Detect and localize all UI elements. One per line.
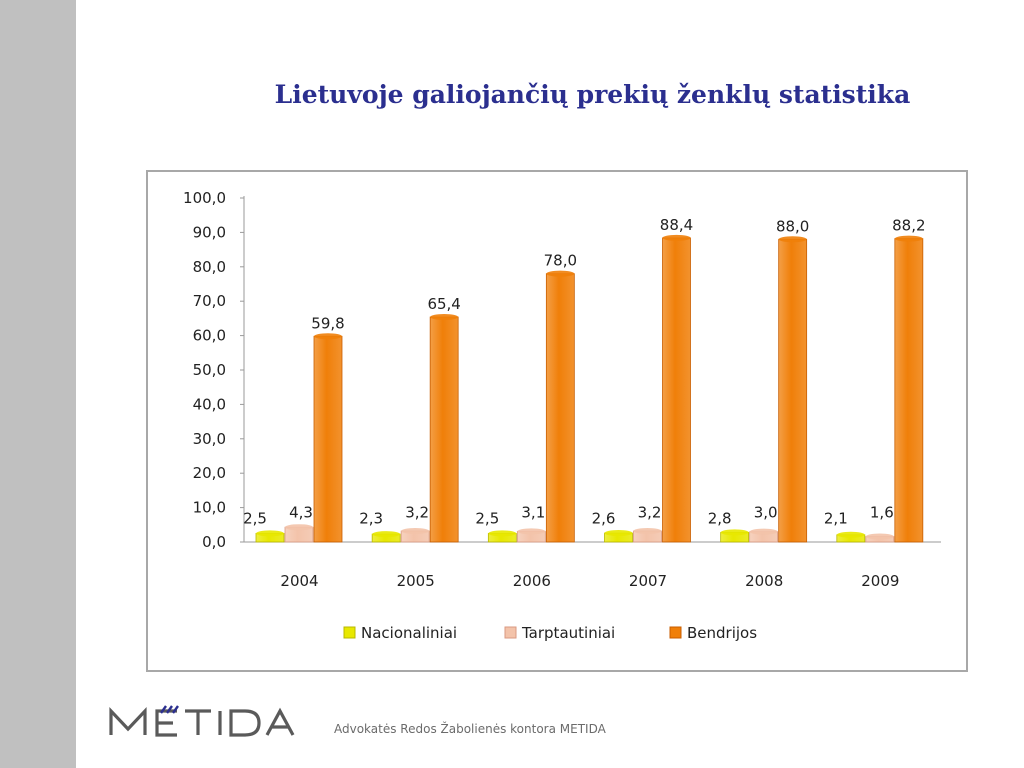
data-label: 1,6	[870, 504, 894, 522]
data-label: 88,0	[776, 217, 809, 235]
bar-cap	[517, 528, 546, 535]
metida-logo	[109, 705, 295, 737]
data-label: 88,4	[660, 216, 693, 234]
legend-swatch	[669, 626, 682, 639]
data-label: 2,5	[475, 509, 499, 527]
legend-label: Bendrijos	[687, 624, 757, 642]
category-label: 2008	[745, 572, 783, 590]
data-label: 2,6	[592, 509, 616, 527]
category-label: 2005	[397, 572, 435, 590]
bar-cap	[633, 527, 662, 534]
bar-cap	[720, 529, 749, 536]
bar-cap	[314, 333, 342, 340]
bar-cap	[488, 530, 517, 537]
bar-cap	[749, 528, 778, 535]
legend-label: Nacionaliniai	[361, 624, 457, 642]
y-tick-label: 0,0	[202, 533, 226, 551]
chart-frame: 0,0 10,0 20,0 30,0 40,0 50,0 60,0 70,0 80,0 90,0 1…	[146, 170, 968, 672]
bar-cap	[372, 531, 401, 538]
bar	[313, 335, 343, 543]
y-tick-label: 60,0	[193, 327, 226, 345]
data-label: 78,0	[544, 252, 577, 270]
bar-cap	[604, 530, 633, 537]
slide-title: Lietuvoje galiojančių prekių ženklų stat…	[274, 80, 911, 109]
data-label: 3,1	[521, 504, 545, 522]
bar-cap	[546, 270, 575, 277]
y-tick-label: 30,0	[193, 430, 226, 448]
bar-cap	[836, 531, 865, 538]
category-label: 2006	[513, 572, 551, 590]
category-label: 2009	[861, 572, 899, 590]
legend-swatch	[504, 626, 517, 639]
bar-cap	[894, 235, 923, 242]
data-label: 88,2	[892, 217, 925, 235]
legend-label: Tarptautiniai	[521, 624, 615, 642]
legend-swatch	[343, 626, 356, 639]
y-tick-label: 100,0	[183, 189, 226, 207]
data-label: 2,1	[824, 509, 848, 527]
bar-cap	[285, 524, 313, 531]
data-label: 2,5	[243, 509, 267, 527]
y-tick-label: 50,0	[193, 361, 226, 379]
bar-cap	[662, 234, 691, 241]
y-tick-label: 70,0	[193, 292, 226, 310]
bar-cap	[865, 533, 894, 540]
footer-text: Advokatės Redos Žabolienės kontora METID…	[334, 722, 606, 736]
category-label: 2004	[280, 572, 318, 590]
data-label: 3,2	[405, 504, 429, 522]
bar	[662, 237, 691, 543]
data-label: 2,3	[359, 509, 383, 527]
bar-cap	[401, 527, 430, 534]
data-label: 3,0	[754, 504, 778, 522]
bar	[778, 238, 808, 543]
data-label: 4,3	[289, 504, 313, 522]
category-label: 2007	[629, 572, 667, 590]
data-label: 59,8	[311, 314, 344, 332]
data-label: 2,8	[708, 509, 732, 527]
bar	[894, 238, 924, 543]
bar-cap	[778, 236, 807, 243]
data-label: 65,4	[427, 295, 460, 313]
y-tick-label: 90,0	[193, 223, 226, 241]
y-tick-label: 20,0	[193, 464, 226, 482]
y-tick-label: 80,0	[193, 258, 226, 276]
bar-cap	[256, 530, 284, 537]
y-tick-label: 40,0	[193, 395, 226, 413]
data-label: 3,2	[638, 504, 662, 522]
side-bar	[0, 0, 76, 768]
bar	[429, 316, 459, 543]
bar	[545, 273, 575, 543]
bar-chart: 0,0 10,0 20,0 30,0 40,0 50,0 60,0 70,0 80,0 90,0 1…	[183, 189, 941, 642]
bar-cap	[430, 314, 459, 321]
y-tick-label: 10,0	[193, 499, 226, 517]
